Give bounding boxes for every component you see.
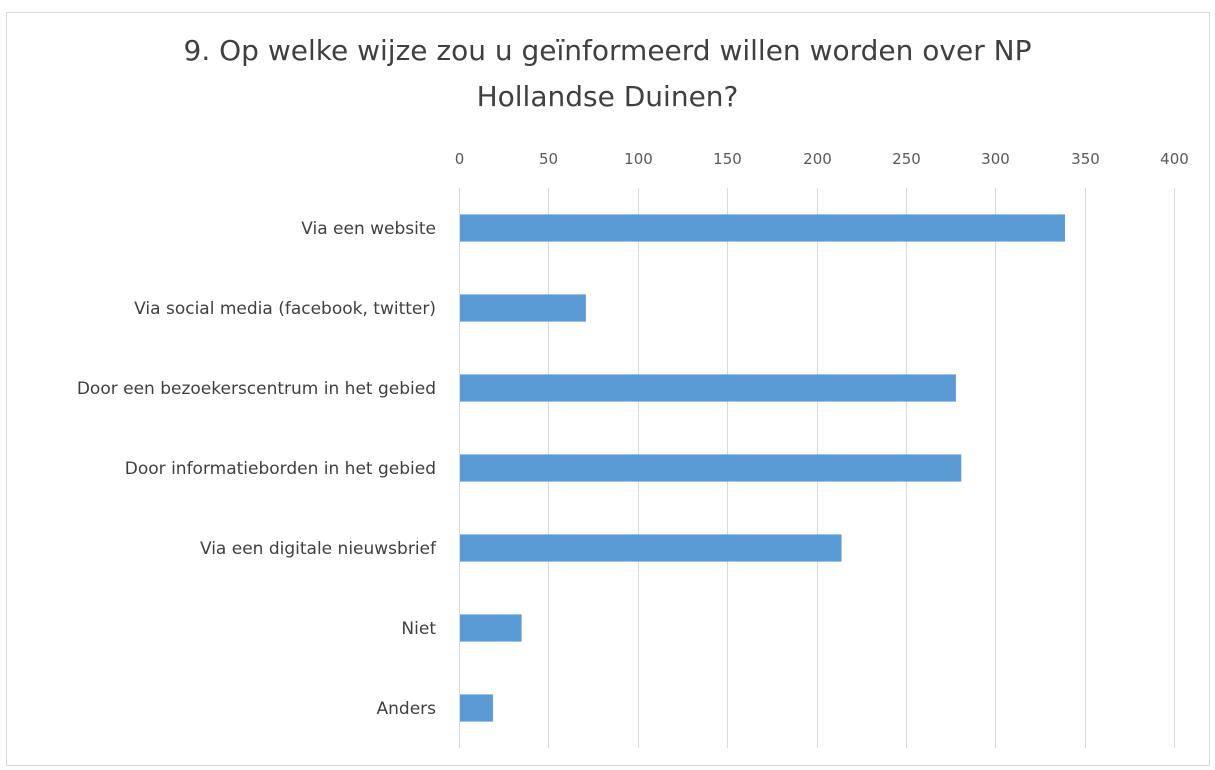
chart-title-line-1: 9. Op welke wijze zou u geïnformeerd wil… xyxy=(183,34,1032,67)
category-label: Door een bezoekerscentrum in het gebied xyxy=(77,379,436,399)
x-tick-label: 150 xyxy=(713,150,742,168)
x-tick-label: 400 xyxy=(1160,150,1189,168)
category-label: Via een digitale nieuwsbrief xyxy=(200,539,437,559)
category-label: Via een website xyxy=(301,219,436,239)
x-tick-label: 0 xyxy=(455,150,465,168)
category-label: Via social media (facebook, twitter) xyxy=(134,299,436,319)
bar xyxy=(460,614,522,642)
chart-title-line-2: Hollandse Duinen? xyxy=(476,80,739,113)
x-tick-label: 250 xyxy=(892,150,921,168)
bar xyxy=(460,294,586,322)
bar xyxy=(460,454,962,482)
bar xyxy=(460,694,493,722)
x-tick-label: 200 xyxy=(803,150,832,168)
x-tick-label: 50 xyxy=(539,150,558,168)
x-tick-label: 100 xyxy=(624,150,653,168)
chart-title: 9. Op welke wijze zou u geïnformeerd wil… xyxy=(0,28,1215,120)
bar xyxy=(460,214,1065,242)
category-label: Anders xyxy=(377,699,437,719)
x-tick-label: 350 xyxy=(1071,150,1100,168)
category-label: Door informatieborden in het gebied xyxy=(125,459,436,479)
bar xyxy=(460,534,842,562)
x-tick-label: 300 xyxy=(981,150,1010,168)
bar xyxy=(460,374,956,402)
category-label: Niet xyxy=(401,619,436,639)
